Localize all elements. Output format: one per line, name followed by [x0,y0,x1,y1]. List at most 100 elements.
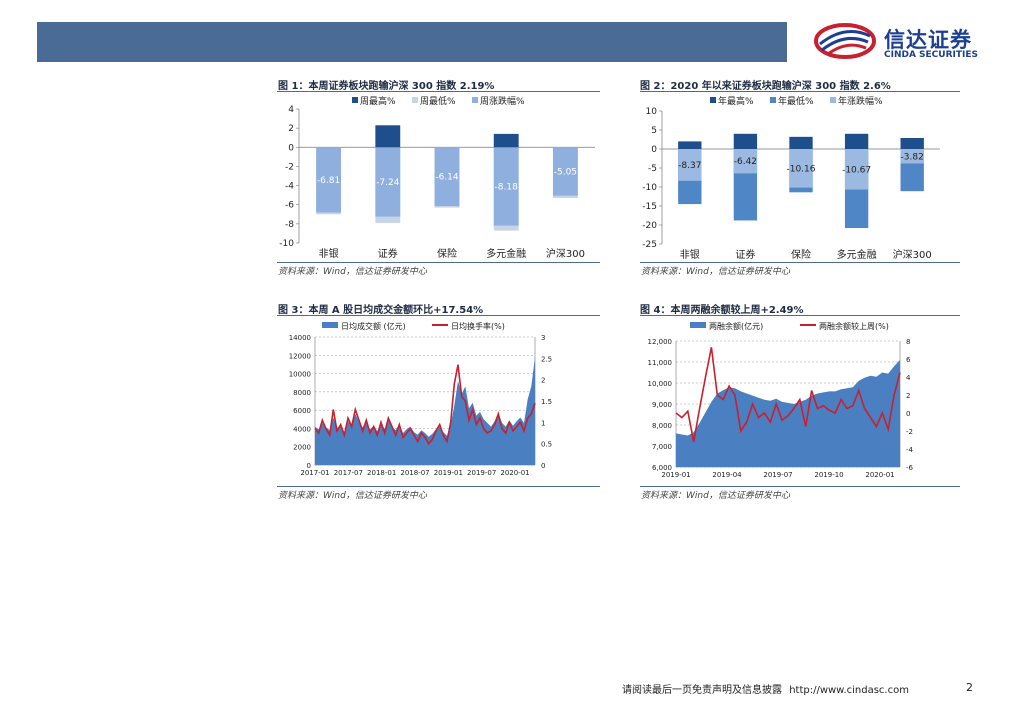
x-tick-label: 证券 [378,247,398,260]
y-right-tick-label: -6 [906,464,914,472]
series-area-3 [676,359,900,467]
bar-change [434,147,460,207]
y-right-tick-label: 8 [906,338,910,346]
data-label: -6.81 [317,176,340,186]
figure-2-title: 图 2：2020 年以来证券板块跑输沪深 300 指数 2.6% [640,81,891,92]
legend-swatch [770,97,776,103]
y-left-tick-label: 14000 [289,334,311,342]
x-tick-label: 多元金融 [837,248,877,261]
y-tick-label: -10 [279,239,294,249]
bar-high [789,136,813,149]
figure-2-chart: 年最高% 年最低% 年涨跌幅% 10 5 0 -5 -10 -15 -20 -25 -8.37 非银 -6… [642,95,940,261]
figure-3-title: 图 3：本周 A 股日均成交金额环比+17.54% [278,305,484,316]
y-tick-label: 4 [288,105,294,115]
bar-change [375,147,401,217]
y-tick-label: -6 [285,201,294,211]
x-tick-label: 2020-01 [500,469,529,477]
x-tick-label: 沪深300 [546,247,585,260]
data-label: -8.18 [495,182,519,192]
y-right-tick-label: -4 [906,446,914,454]
legend-label: 周最低% [420,95,456,107]
y-tick-label: 0 [651,145,657,155]
legend-swatch [352,97,358,103]
y-left-tick-label: 9,000 [652,401,672,409]
legend-label: 日均成交额 (亿元) [341,321,406,331]
footer: 请阅读最后一页免责声明及信息披露 http://www.cindasc.com [622,681,913,696]
x-tick-label: 非银 [319,247,339,260]
y-right-tick-label: -2 [906,428,913,436]
y-tick-label: -8 [285,220,294,230]
data-label: -5.05 [554,167,577,177]
legend-label: 年最低% [778,95,814,107]
legend-swatch [830,97,836,103]
legend-label: 日均换手率(%) [451,321,505,331]
figure-3-rule [277,315,600,316]
y-tick-label: 2 [288,124,294,134]
y-left-tick-label: 12000 [289,352,311,360]
x-tick-label: 保险 [437,247,457,260]
footer-url[interactable]: http://www.cindasc.com [789,685,909,696]
legend-swatch [710,97,716,103]
y-right-tick-label: 1 [541,419,545,427]
data-label: -6.42 [734,157,757,167]
x-tick-label: 2018-01 [367,469,396,477]
bar-change [789,149,813,188]
y-tick-label: 0 [288,143,294,153]
page-number: 2 [966,681,973,694]
figure-4-rule [640,315,960,316]
y-right-tick-label: 2 [541,377,545,385]
y-left-tick-label: 6,000 [652,464,672,472]
x-tick-label: 非银 [680,248,700,261]
figure-3-source: 资料来源：Wind，信达证券研发中心 [278,491,427,501]
bar-change [844,149,869,190]
x-tick-label: 2019-07 [763,471,792,479]
figure-1-source: 资料来源：Wind，信达证券研发中心 [278,267,427,277]
figure-1-rule [277,91,600,92]
legend-label: 年涨跌幅% [838,95,883,107]
y-right-tick-label: 0.5 [541,441,552,449]
data-label: -7.24 [376,178,400,188]
figure-4-chart: 两融余额(亿元) 两融余额较上周(%) 12,000 11,000 10,000 9,00… [648,321,914,479]
x-tick-label: 证券 [735,248,755,261]
y-left-tick-label: 0 [307,462,311,470]
legend-label: 两融余额(亿元) [709,321,763,331]
legend-swatch-area [690,322,706,328]
data-label: -10.16 [786,164,815,174]
bar-change [316,147,342,213]
y-left-tick-label: 6000 [293,407,311,415]
legend-label: 周最高% [360,95,396,107]
y-right-tick-label: 2.5 [541,355,552,363]
brand-name-cn: 信达证券 [884,28,972,52]
data-label: -3.82 [901,152,924,162]
y-left-tick-label: 12,000 [648,338,673,346]
figure-4-bottom-rule [640,486,960,487]
bar-change [552,147,578,196]
x-tick-label: 2020-01 [865,471,894,479]
y-tick-label: -2 [285,162,294,172]
figure-4-title: 图 4：本周两融余额较上周+2.49% [640,305,804,316]
data-label: -8.37 [678,161,701,171]
bar-high [900,137,924,149]
legend-label: 年最高% [718,95,754,107]
y-left-tick-label: 10,000 [648,380,673,388]
data-label: -6.14 [435,173,459,183]
y-right-tick-label: 4 [906,374,911,382]
figure-1-title: 图 1：本周证券板块跑输沪深 300 指数 2.19% [278,81,495,92]
brand-name-en: CINDA SECURITIES [884,50,978,60]
legend-swatch [472,97,478,103]
y-tick-label: -5 [648,164,657,174]
y-tick-label: -4 [285,182,294,192]
bar-change [900,149,924,164]
legend-swatch [412,97,418,103]
series-area-2 [315,357,535,465]
series-line-3 [675,347,901,442]
y-left-tick-label: 11,000 [648,359,673,367]
data-label: -10.67 [842,165,871,175]
bar-high [375,125,401,148]
y-left-tick-label: 10000 [289,371,311,379]
cinda-logo-icon [814,23,876,59]
x-tick-label: 2019-04 [712,471,742,479]
y-right-tick-label: 6 [906,356,911,364]
figure-2-rule [640,91,960,92]
header-bar [37,22,787,62]
